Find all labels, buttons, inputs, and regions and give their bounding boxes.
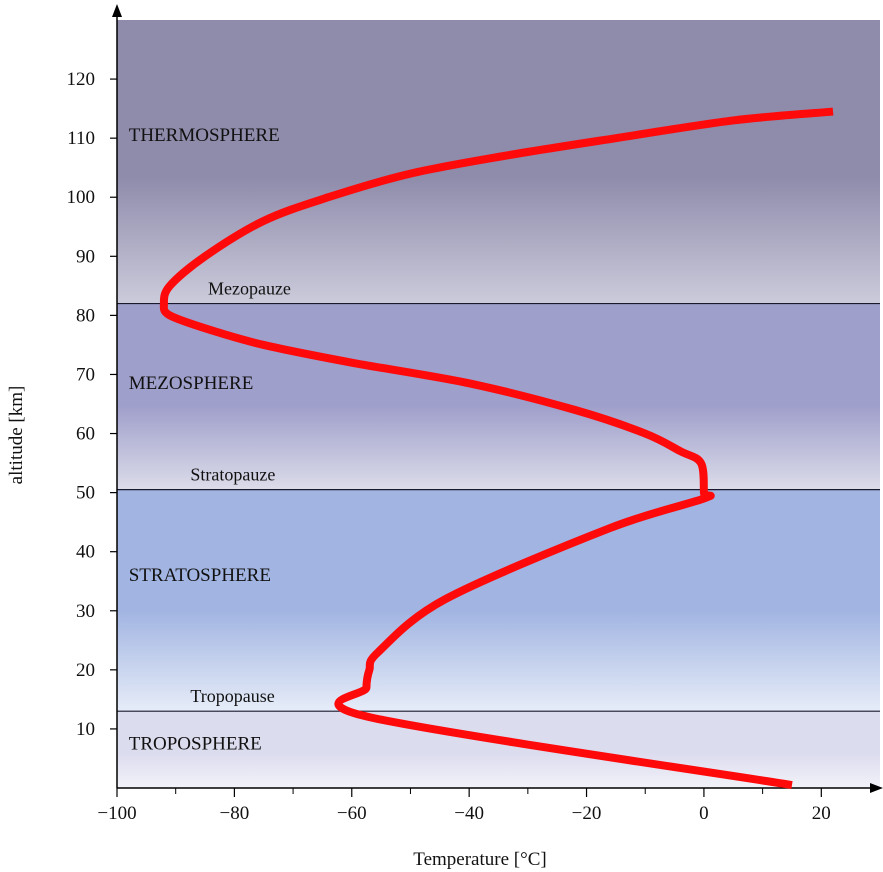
atmosphere-band (117, 303, 880, 490)
layer-labels: TROPOSPHERE STRATOSPHERE MEZOSPHERE THERMOS… (129, 125, 280, 754)
x-tick-label: −100 (97, 803, 136, 824)
x-axis-title: Temperature [°C] (413, 849, 546, 870)
boundary-label: Mezopauze (208, 279, 291, 299)
x-tick-label: 20 (812, 803, 831, 824)
layer-label: MEZOSPHERE (129, 373, 254, 394)
y-tick-label: 20 (76, 660, 95, 681)
y-tick-label: 10 (76, 719, 95, 740)
y-tick-label: 110 (67, 128, 95, 149)
layer-label: THERMOSPHERE (129, 125, 280, 146)
y-tick-label: 120 (67, 69, 96, 90)
x-tick-label: −60 (337, 803, 367, 824)
atmosphere-band (117, 489, 880, 712)
atmosphere-bands (117, 20, 880, 788)
y-tick-label: 50 (76, 483, 95, 504)
y-axis-title: altitude [km] (6, 386, 27, 485)
layer-label: STRATOSPHERE (129, 565, 271, 586)
temperature-series (159, 107, 834, 789)
y-tick-label: 70 (76, 364, 95, 385)
y-tick-label: 100 (67, 187, 96, 208)
x-tick-label: −80 (220, 803, 250, 824)
y-tick-label: 60 (76, 424, 95, 445)
axes: −100 −80 −60 −40 −20 0 20 10 20 30 40 50 60 70 80 90 100… (67, 4, 883, 824)
x-tick-label: 0 (699, 803, 709, 824)
boundary-label: Tropopause (190, 686, 274, 706)
y-tick-label: 90 (76, 246, 95, 267)
x-axis-arrow-icon (870, 783, 883, 793)
y-axis-arrow-icon (112, 4, 122, 17)
y-tick-label: 40 (76, 542, 95, 563)
atmosphere-band (117, 20, 880, 304)
boundary-label: Stratopauze (190, 465, 275, 485)
x-tick-label: −40 (454, 803, 484, 824)
x-tick-label: −20 (572, 803, 602, 824)
layer-boundaries: Tropopause Stratopauze Mezopauze (117, 279, 880, 712)
y-tick-label: 30 (76, 601, 95, 622)
temperature-line (159, 107, 834, 789)
layer-label: TROPOSPHERE (129, 734, 262, 755)
y-tick-label: 80 (76, 305, 95, 326)
